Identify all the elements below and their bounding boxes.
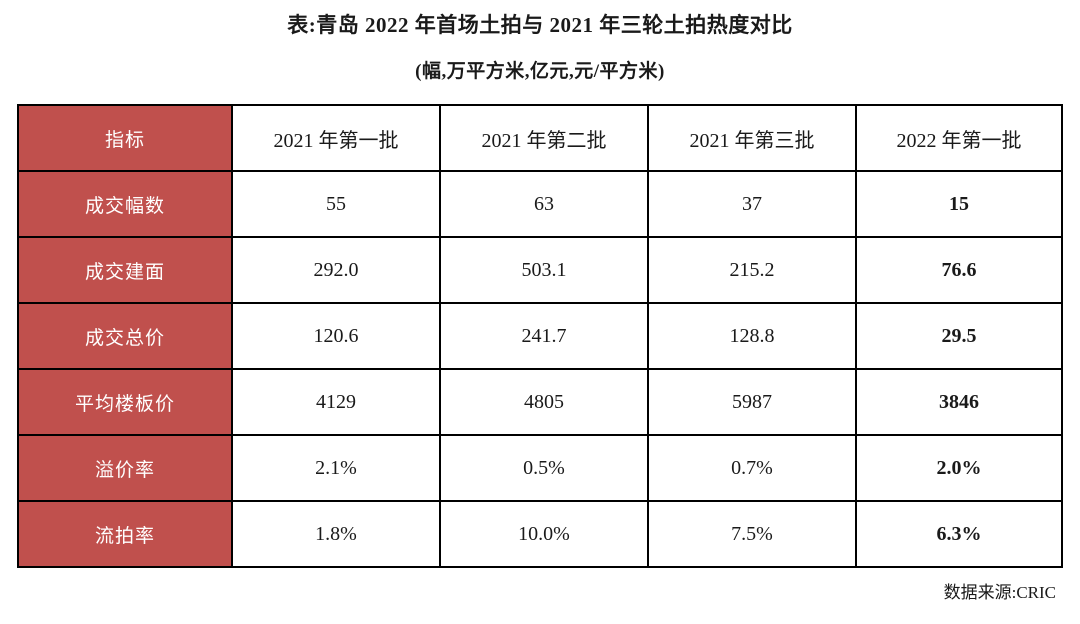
table-row-deal-count: 成交幅数 55 63 37 15 xyxy=(17,170,1063,238)
cell-value: 55 xyxy=(231,170,441,238)
row-label: 流拍率 xyxy=(17,500,233,568)
table-row-premium-rate: 溢价率 2.1% 0.5% 0.7% 2.0% xyxy=(17,434,1063,502)
cell-value: 128.8 xyxy=(647,302,857,370)
data-table: 指标 2021 年第一批 2021 年第二批 2021 年第三批 2022 年第… xyxy=(17,104,1063,568)
cell-value: 4129 xyxy=(231,368,441,436)
cell-value: 120.6 xyxy=(231,302,441,370)
cell-value: 29.5 xyxy=(855,302,1063,370)
table-row-avg-floor-price: 平均楼板价 4129 4805 5987 3846 xyxy=(17,368,1063,436)
row-label: 溢价率 xyxy=(17,434,233,502)
cell-value: 6.3% xyxy=(855,500,1063,568)
data-source-note: 数据来源:CRIC xyxy=(943,583,1056,602)
header-cell-2021-batch1: 2021 年第一批 xyxy=(231,104,441,172)
cell-value: 5987 xyxy=(647,368,857,436)
table-row-deal-total-price: 成交总价 120.6 241.7 128.8 29.5 xyxy=(17,302,1063,370)
row-label: 平均楼板价 xyxy=(17,368,233,436)
table-header-row: 指标 2021 年第一批 2021 年第二批 2021 年第三批 2022 年第… xyxy=(17,104,1063,172)
cell-value: 292.0 xyxy=(231,236,441,304)
cell-value: 2.0% xyxy=(855,434,1063,502)
header-cell-2021-batch3: 2021 年第三批 xyxy=(647,104,857,172)
cell-value: 1.8% xyxy=(231,500,441,568)
cell-value: 63 xyxy=(439,170,649,238)
cell-value: 76.6 xyxy=(855,236,1063,304)
table-units-subtitle: (幅,万平方米,亿元,元/平方米) xyxy=(415,61,665,82)
row-label: 成交建面 xyxy=(17,236,233,304)
cell-value: 37 xyxy=(647,170,857,238)
header-cell-indicator: 指标 xyxy=(17,104,233,172)
cell-value: 241.7 xyxy=(439,302,649,370)
row-label: 成交幅数 xyxy=(17,170,233,238)
cell-value: 4805 xyxy=(439,368,649,436)
table-row-failure-rate: 流拍率 1.8% 10.0% 7.5% 6.3% xyxy=(17,500,1063,568)
cell-value: 3846 xyxy=(855,368,1063,436)
cell-value: 0.7% xyxy=(647,434,857,502)
table-row-deal-gfa: 成交建面 292.0 503.1 215.2 76.6 xyxy=(17,236,1063,304)
table-title: 表:青岛 2022 年首场土拍与 2021 年三轮土拍热度对比 xyxy=(287,13,793,37)
cell-value: 215.2 xyxy=(647,236,857,304)
cell-value: 503.1 xyxy=(439,236,649,304)
cell-value: 7.5% xyxy=(647,500,857,568)
row-label: 成交总价 xyxy=(17,302,233,370)
header-cell-2022-batch1: 2022 年第一批 xyxy=(855,104,1063,172)
header-cell-2021-batch2: 2021 年第二批 xyxy=(439,104,649,172)
cell-value: 0.5% xyxy=(439,434,649,502)
cell-value: 2.1% xyxy=(231,434,441,502)
cell-value: 10.0% xyxy=(439,500,649,568)
cell-value: 15 xyxy=(855,170,1063,238)
